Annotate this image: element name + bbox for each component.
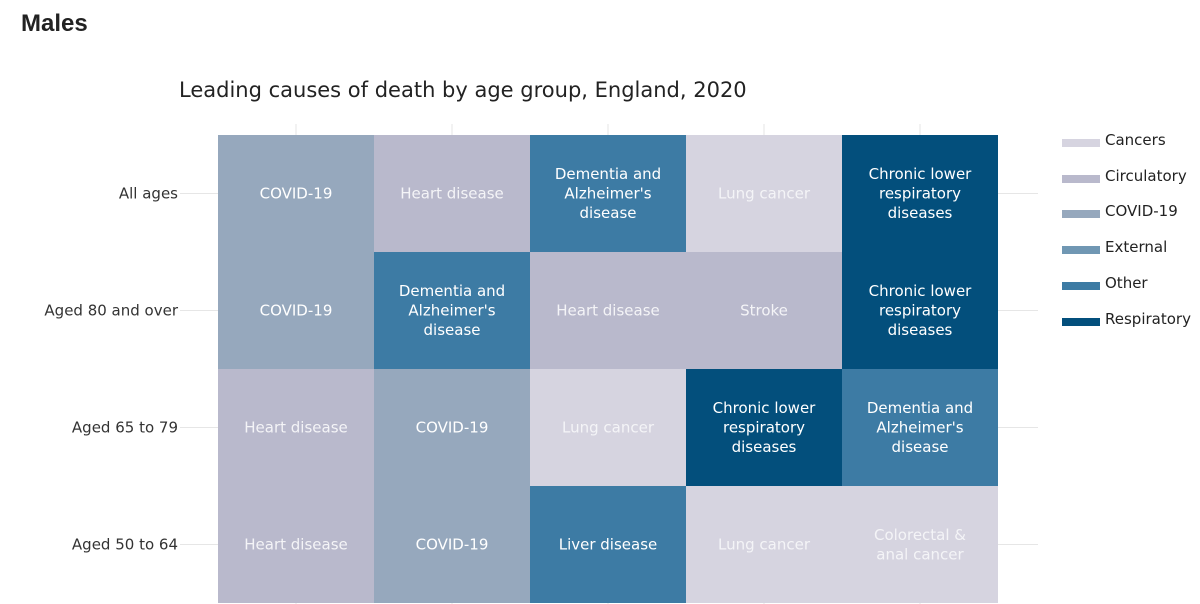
heatmap-cell	[842, 135, 998, 252]
heatmap-cell	[218, 486, 374, 603]
row-label: All ages	[119, 185, 178, 203]
cell-label: Heart disease	[556, 302, 659, 320]
row-label: Aged 80 and over	[44, 302, 178, 320]
heatmap-cell	[686, 369, 842, 486]
heatmap-cell	[842, 486, 998, 603]
heatmap-cell	[686, 486, 842, 603]
legend-label: COVID-19	[1105, 202, 1178, 221]
row-label: Aged 65 to 79	[72, 419, 178, 437]
heatmap-cell	[530, 135, 686, 252]
legend-swatch	[1062, 246, 1100, 255]
cell-label: Chronic lower respiratory diseases	[713, 399, 817, 456]
heatmap-cell	[530, 486, 686, 603]
legend-swatch	[1062, 139, 1100, 147]
legend-swatch	[1062, 317, 1100, 326]
cell-label: Colorectal & anal cancer	[874, 526, 966, 564]
cell-label: COVID-19	[416, 419, 489, 437]
heatmap-cell	[842, 369, 998, 486]
cell-label: Dementia and Alzheimer's disease	[399, 282, 505, 339]
heatmap-cell	[374, 252, 530, 369]
legend-label: External	[1105, 238, 1168, 257]
heatmap-cell	[374, 486, 530, 603]
legend-label: Other	[1105, 273, 1148, 292]
section-heading: Males	[21, 10, 88, 37]
chart-title: Leading causes of death by age group, En…	[179, 78, 747, 102]
cell-label: Lung cancer	[718, 536, 811, 554]
cell-label: Lung cancer	[562, 419, 655, 437]
heatmap-cell	[530, 252, 686, 369]
cell-label: Heart disease	[244, 419, 347, 437]
cell-label: Lung cancer	[718, 185, 811, 203]
legend-swatch	[1062, 210, 1100, 219]
heatmap-cell	[842, 252, 998, 369]
cell-label: Dementia and Alzheimer's disease	[867, 399, 973, 456]
cell-label: Dementia and Alzheimer's disease	[555, 165, 661, 222]
legend-swatch	[1062, 174, 1100, 183]
cell-label: COVID-19	[260, 302, 333, 320]
cell-label: Chronic lower respiratory diseases	[869, 165, 973, 222]
row-label: Aged 50 to 64	[72, 536, 178, 554]
heatmap-cell	[374, 135, 530, 252]
heatmap-cell	[218, 135, 374, 252]
cell-label: Heart disease	[244, 536, 347, 554]
cell-label: Heart disease	[400, 185, 503, 203]
heatmap-cell	[218, 252, 374, 369]
legend-swatch	[1062, 281, 1100, 290]
cell-label: Chronic lower respiratory diseases	[869, 282, 973, 339]
cell-label: COVID-19	[416, 536, 489, 554]
legend-label: Circulatory	[1105, 166, 1187, 185]
heatmap-cells: COVID-19 Heart disease Dementia and Alzheim…	[218, 135, 998, 603]
cell-label: Liver disease	[559, 536, 658, 554]
heatmap-cell	[686, 252, 842, 369]
heatmap-cell	[686, 135, 842, 252]
heatmap-cell	[374, 369, 530, 486]
row-labels: All ages Aged 80 and over Aged 65 to 79 Age…	[44, 185, 178, 554]
legend-label: Respiratory	[1105, 309, 1191, 328]
legend-label: Cancers	[1105, 131, 1166, 149]
heatmap-cell	[218, 369, 374, 486]
cell-label: Stroke	[740, 302, 788, 320]
heatmap-cell	[530, 369, 686, 486]
cell-label: COVID-19	[260, 185, 333, 203]
